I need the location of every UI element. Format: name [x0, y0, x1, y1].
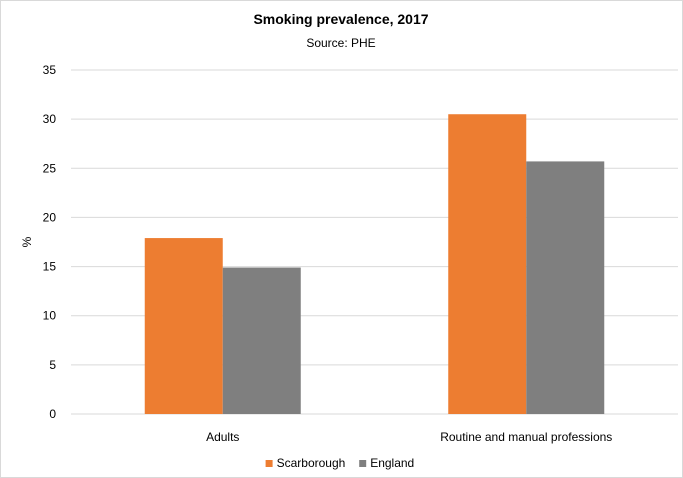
- legend-label-england: England: [370, 456, 414, 470]
- y-tick-label: 10: [43, 309, 57, 323]
- y-tick-label: 5: [49, 358, 56, 372]
- bar-scarborough-0: [144, 238, 223, 414]
- legend-swatch-scarborough: [265, 460, 273, 467]
- y-tick-label: 0: [49, 407, 56, 421]
- y-tick-label: 35: [43, 63, 57, 77]
- chart-subtitle: Source: PHE: [306, 36, 375, 50]
- y-axis-title: %: [20, 236, 34, 247]
- legend-swatch-england: [359, 460, 367, 467]
- y-tick-label: 20: [43, 210, 57, 224]
- y-axis-ticks: 0 5 10 15 20 25 30 35: [43, 63, 57, 421]
- y-tick-label: 15: [43, 260, 57, 274]
- legend-label-scarborough: Scarborough: [277, 456, 346, 470]
- x-tick-label: Routine and manual professions: [440, 430, 612, 444]
- y-tick-label: 25: [43, 161, 57, 175]
- y-tick-label: 30: [43, 112, 57, 126]
- x-tick-label: Adults: [206, 430, 239, 444]
- bar-england-0: [222, 267, 301, 414]
- legend: Scarborough England: [265, 456, 414, 470]
- x-axis-ticks: Adults Routine and manual professions: [206, 430, 612, 444]
- bars: [144, 114, 605, 414]
- chart-title: Smoking prevalence, 2017: [253, 11, 428, 27]
- bar-scarborough-1: [448, 114, 527, 414]
- bar-england-1: [526, 161, 605, 414]
